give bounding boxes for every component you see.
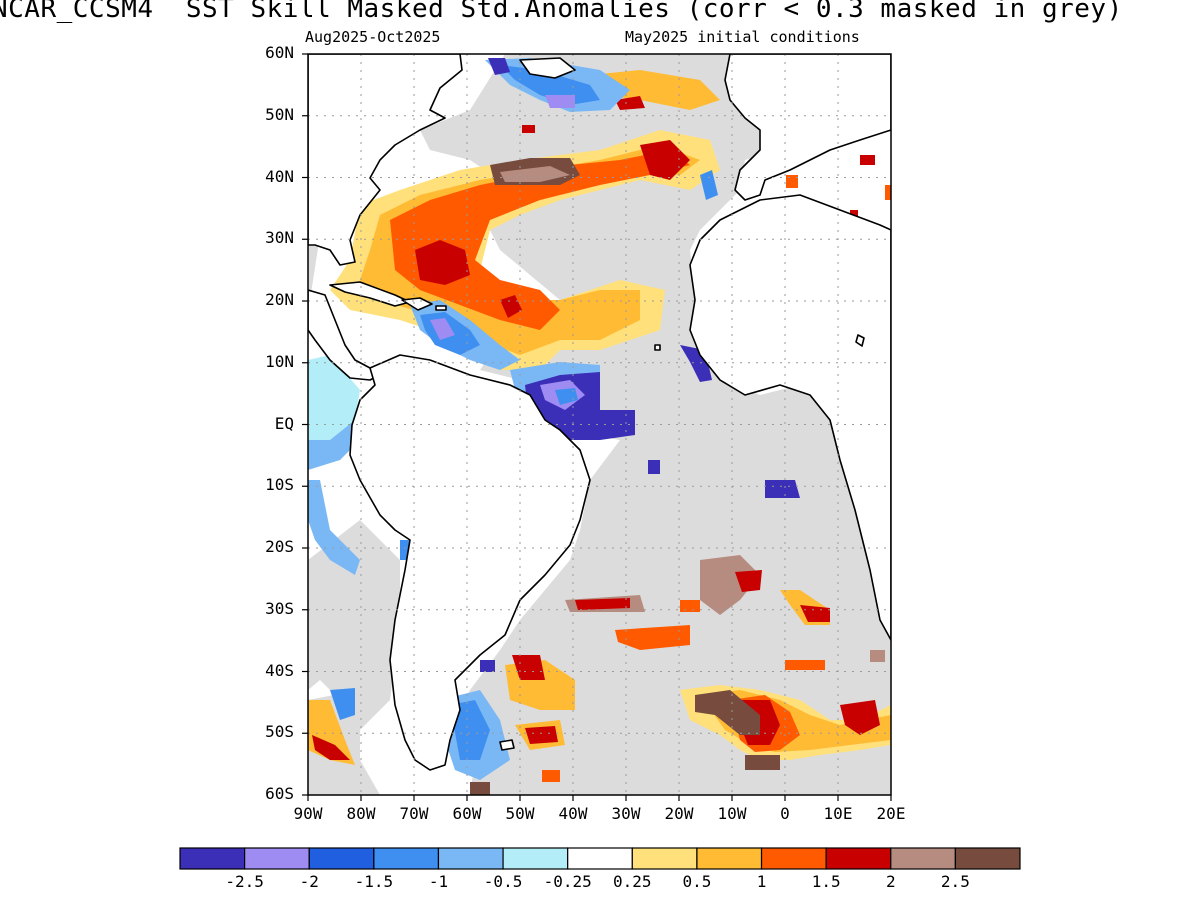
latitude-label: 60S	[265, 784, 294, 803]
longitude-label: 10E	[823, 804, 853, 823]
longitude-label: 50W	[505, 804, 535, 823]
latitude-label: 40N	[265, 166, 294, 186]
latitude-label: 20S	[265, 537, 294, 556]
latitude-label: 50N	[265, 104, 294, 124]
latitude-label: 30S	[265, 598, 294, 618]
latitude-label: 30N	[265, 228, 294, 248]
colorbar-swatch	[760, 847, 827, 870]
map-title: NCAR_CCSM4 SST Skill Masked Std.Anomalie…	[0, 0, 1123, 24]
south-america-land	[349, 354, 591, 771]
colorbar-swatch	[437, 847, 504, 870]
cuba-island	[329, 281, 411, 307]
puerto-rico-island	[435, 305, 447, 311]
longitude-label: 20E	[876, 804, 906, 823]
small-island	[855, 334, 865, 347]
initial-conditions-label: May2025 initial conditions	[625, 28, 860, 46]
longitude-label: 0	[780, 804, 790, 823]
colorbar-swatch	[373, 847, 440, 870]
longitude-label: 40W	[558, 804, 588, 823]
longitude-label: 70W	[399, 804, 429, 823]
hispaniola-island	[401, 297, 433, 311]
colorbar-swatch	[179, 847, 246, 870]
longitude-label: 60W	[452, 804, 482, 823]
colorbar-level-label: 0.25	[613, 872, 652, 891]
forecast-period-label: Aug2025-Oct2025	[305, 28, 441, 46]
colorbar-level-label: 1	[756, 872, 767, 891]
colorbar-swatch	[308, 847, 375, 870]
latitude-label: 10S	[265, 475, 294, 495]
longitude-label: 90W	[293, 804, 323, 823]
map-gridlines	[308, 54, 891, 795]
latitude-label: 10N	[265, 351, 294, 371]
colorbar-level-label: -1.5	[354, 872, 394, 891]
latitude-label: 50S	[265, 722, 294, 742]
land-masses	[308, 54, 891, 771]
colorbar-swatch	[244, 847, 310, 870]
longitude-label: 30W	[611, 804, 641, 823]
longitude-label: 10W	[717, 804, 747, 823]
longitude-label: 80W	[346, 804, 376, 823]
colorbar-level-label: 0.5	[682, 872, 712, 891]
colorbar-level-label: -2	[299, 872, 319, 891]
colorbar-level-label: -1	[428, 872, 449, 891]
latitude-label: 60N	[265, 43, 294, 62]
colorbar-swatch	[825, 847, 892, 870]
cape-verde-islands	[654, 344, 661, 351]
colorbar-swatch	[502, 847, 569, 870]
falkland-islands	[499, 739, 515, 751]
colorbar-level-label: 2	[885, 872, 896, 891]
europe-land	[724, 54, 891, 201]
colorbar-swatch	[567, 847, 633, 870]
colorbar-swatch	[631, 847, 698, 870]
latitude-label: 20N	[265, 290, 294, 309]
longitude-label: 20W	[664, 804, 694, 823]
colorbar-swatch	[954, 847, 1021, 870]
iceland-island	[519, 57, 576, 79]
latitude-label: EQ	[274, 413, 294, 433]
colorbar-level-label: -2.5	[225, 872, 264, 891]
skill-mask-region	[308, 520, 400, 730]
colorbar-level-label: -0.5	[483, 872, 523, 891]
colorbar	[179, 847, 1021, 870]
warm-anomaly-regions-south	[308, 555, 891, 795]
colorbar-level-label: 1.5	[811, 872, 841, 891]
colorbar-level-label: -0.25	[543, 872, 592, 891]
colorbar-swatch	[890, 847, 956, 870]
colorbar-level-label: 2.5	[940, 872, 970, 891]
axis-ticks	[302, 53, 892, 801]
north-america-land	[308, 54, 463, 266]
africa-land	[689, 194, 891, 641]
colorbar-swatch	[696, 847, 763, 870]
latitude-label: 40S	[265, 660, 294, 680]
